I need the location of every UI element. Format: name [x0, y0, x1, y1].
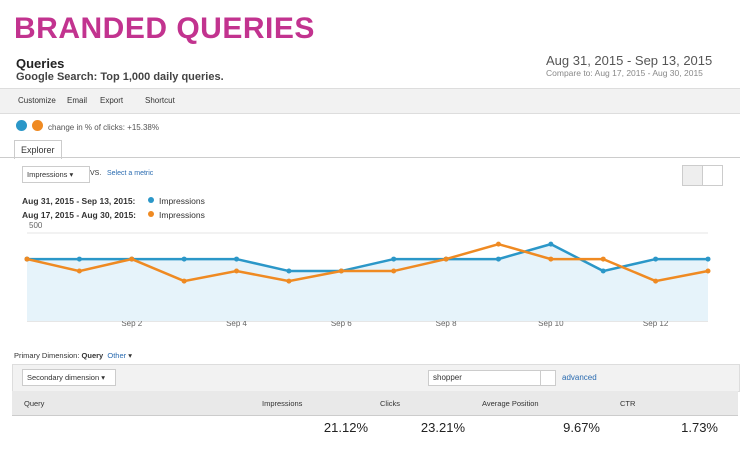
line: [26, 242, 709, 283]
point: [286, 268, 292, 274]
toolbar-button[interactable]: Customize: [18, 96, 56, 105]
point: [391, 268, 397, 274]
metric-link[interactable]: Select a metric: [107, 170, 154, 177]
point: [705, 256, 711, 262]
area: [27, 244, 708, 321]
total-cell: 23.21%: [420, 420, 465, 435]
search-button[interactable]: [540, 370, 556, 386]
legend-period: Aug 31, 2015 - Sep 13, 2015:: [22, 196, 136, 206]
legend-swatch: [148, 197, 154, 203]
total-cell: 9.67%: [563, 420, 600, 435]
point: [286, 278, 292, 284]
toolbar: [0, 88, 740, 114]
point: [181, 256, 187, 262]
dimension-selected[interactable]: Query: [81, 351, 104, 360]
search-input[interactable]: shopper: [428, 370, 544, 386]
advanced-link[interactable]: advanced: [562, 373, 597, 382]
table-header: [12, 391, 738, 416]
total-cell: 1.73%: [681, 420, 718, 435]
icon: [16, 120, 27, 131]
point: [495, 241, 501, 247]
y-tick-label: 500: [29, 221, 43, 230]
line: [27, 242, 708, 273]
secondary-text: Secondary dimension: [27, 373, 100, 382]
metric-selected: Impressions: [27, 170, 68, 179]
x-tick-label: Sep 6: [331, 319, 352, 328]
point: [600, 256, 606, 262]
metric-select[interactable]: Impressions ▾: [22, 166, 90, 183]
divider: [0, 157, 740, 158]
compare-range: Compare to: Aug 17, 2015 - Aug 30, 2015: [546, 68, 703, 78]
point: [76, 268, 82, 274]
column-header[interactable]: Clicks: [380, 399, 400, 408]
dimension-label: Primary Dimension: Query Other ▾: [14, 351, 133, 360]
point: [653, 278, 659, 284]
point: [600, 268, 606, 274]
secondary-select[interactable]: Secondary dimension ▾: [22, 369, 116, 386]
chart-type-button[interactable]: [702, 165, 723, 186]
x-tick-label: Sep 12: [643, 319, 669, 328]
x-tick-label: Sep 10: [538, 319, 564, 328]
dimension-other[interactable]: Other: [107, 351, 127, 360]
point: [653, 256, 659, 262]
point: [495, 256, 501, 262]
toolbar-button[interactable]: Export: [100, 96, 124, 105]
report-title: Queries: [16, 56, 65, 71]
dimension-label-text: Primary Dimension:: [14, 351, 80, 360]
tab[interactable]: Explorer: [14, 140, 62, 159]
date-range[interactable]: Aug 31, 2015 - Sep 13, 2015: [546, 53, 713, 68]
point: [443, 256, 449, 262]
x-tick-label: Sep 4: [226, 319, 247, 328]
column-header[interactable]: CTR: [620, 399, 636, 408]
legend-label: Impressions: [159, 210, 205, 220]
page-title: BRANDED QUERIES: [14, 12, 315, 45]
report-subtitle: Google Search: Top 1,000 daily queries.: [16, 71, 224, 83]
point: [234, 268, 240, 274]
table-toolbar: [12, 364, 740, 392]
legend-period: Aug 17, 2015 - Aug 30, 2015:: [22, 210, 137, 220]
x-tick-label: Sep 8: [436, 319, 457, 328]
point: [76, 256, 82, 262]
column-header[interactable]: Average Position: [482, 399, 539, 408]
icon: [32, 120, 43, 131]
column-header[interactable]: Query: [24, 399, 45, 408]
x-tick-label: Sep 2: [121, 319, 142, 328]
vs-label: VS.: [90, 170, 102, 177]
total-cell: 21.12%: [323, 420, 368, 435]
point: [129, 256, 135, 262]
point: [548, 241, 554, 247]
point: [24, 256, 30, 262]
point: [234, 256, 240, 262]
point: [705, 268, 711, 274]
point: [181, 278, 187, 284]
point: [338, 268, 344, 274]
toolbar-button[interactable]: Shortcut: [145, 96, 175, 105]
point: [548, 256, 554, 262]
change-text: change in % of clicks: +15.38%: [48, 123, 159, 132]
point: [391, 256, 397, 262]
legend-label: Impressions: [159, 196, 205, 206]
column-header[interactable]: Impressions: [262, 399, 303, 408]
toolbar-button[interactable]: Email: [67, 96, 88, 105]
legend-swatch: [148, 211, 154, 217]
